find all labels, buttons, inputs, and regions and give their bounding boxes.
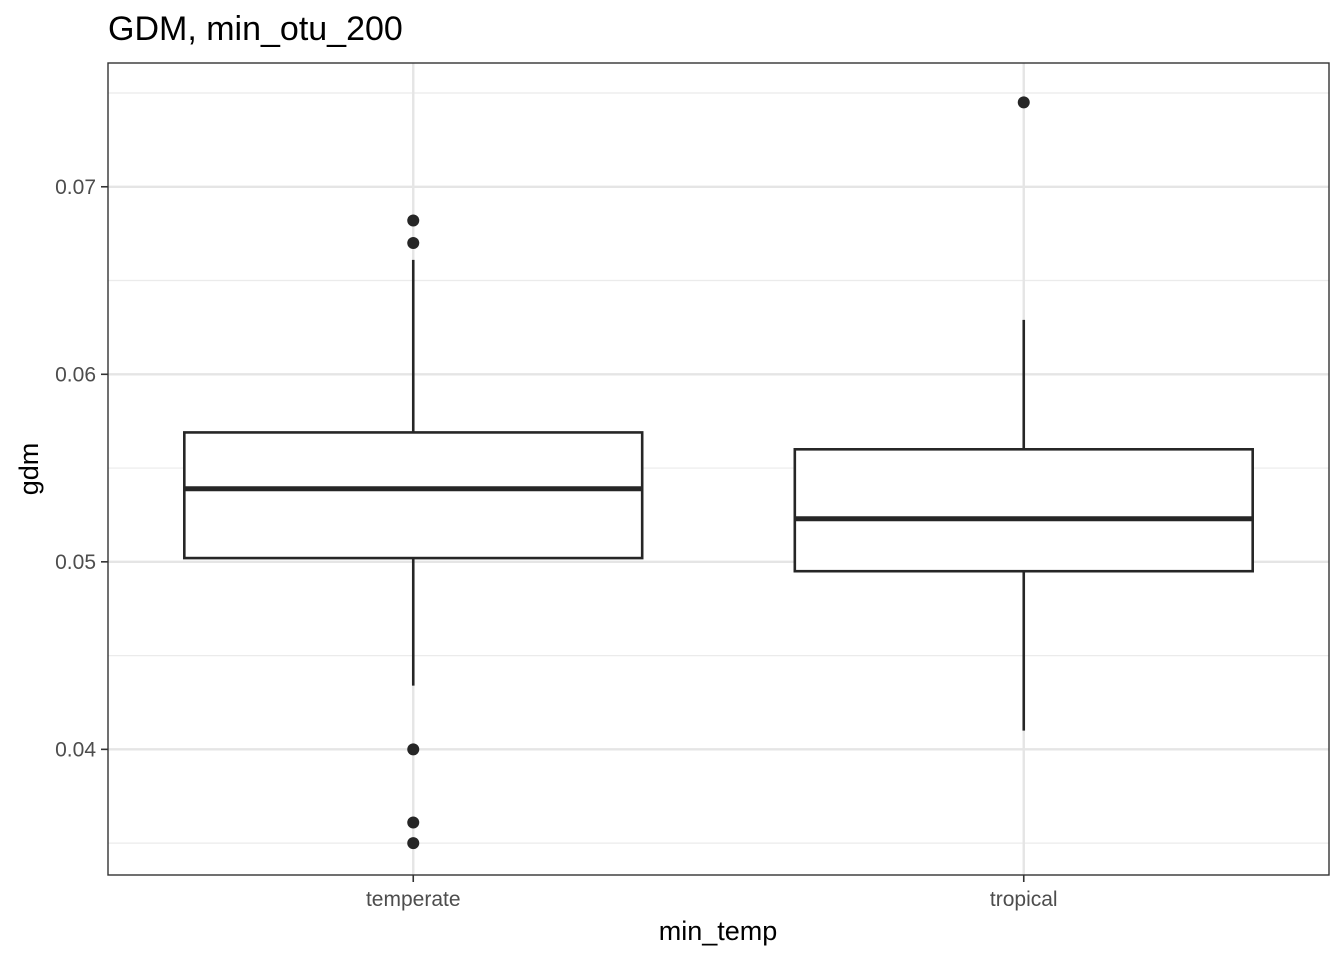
box-iqr [793,448,1254,573]
y-axis-title: gdm [14,443,44,496]
plot-area: 0.04 0.05 0.06 0.07 temperate tropical [55,62,1330,911]
box-tropical [793,96,1254,731]
y-tick-label: 0.05 [55,551,96,574]
x-axis-title: min_temp [659,916,778,946]
y-axis: 0.04 0.05 0.06 0.07 [55,176,108,761]
outlier-point [407,743,420,756]
y-tick-label: 0.07 [55,176,96,199]
boxes [183,96,1254,850]
y-tick-label: 0.06 [55,363,96,386]
chart-title: GDM, min_otu_200 [108,10,403,48]
outlier-point [407,816,420,829]
outlier-point [407,214,420,227]
box-temperate [183,214,644,850]
x-axis: temperate tropical [366,875,1058,911]
panel-border [107,62,1330,876]
box-iqr [183,431,644,560]
x-tick-label: temperate [366,888,461,911]
x-tick-label: tropical [990,888,1058,911]
outlier-point [407,237,420,250]
outlier-point [1017,96,1030,109]
outlier-point [407,837,420,850]
y-tick-label: 0.04 [55,738,96,761]
